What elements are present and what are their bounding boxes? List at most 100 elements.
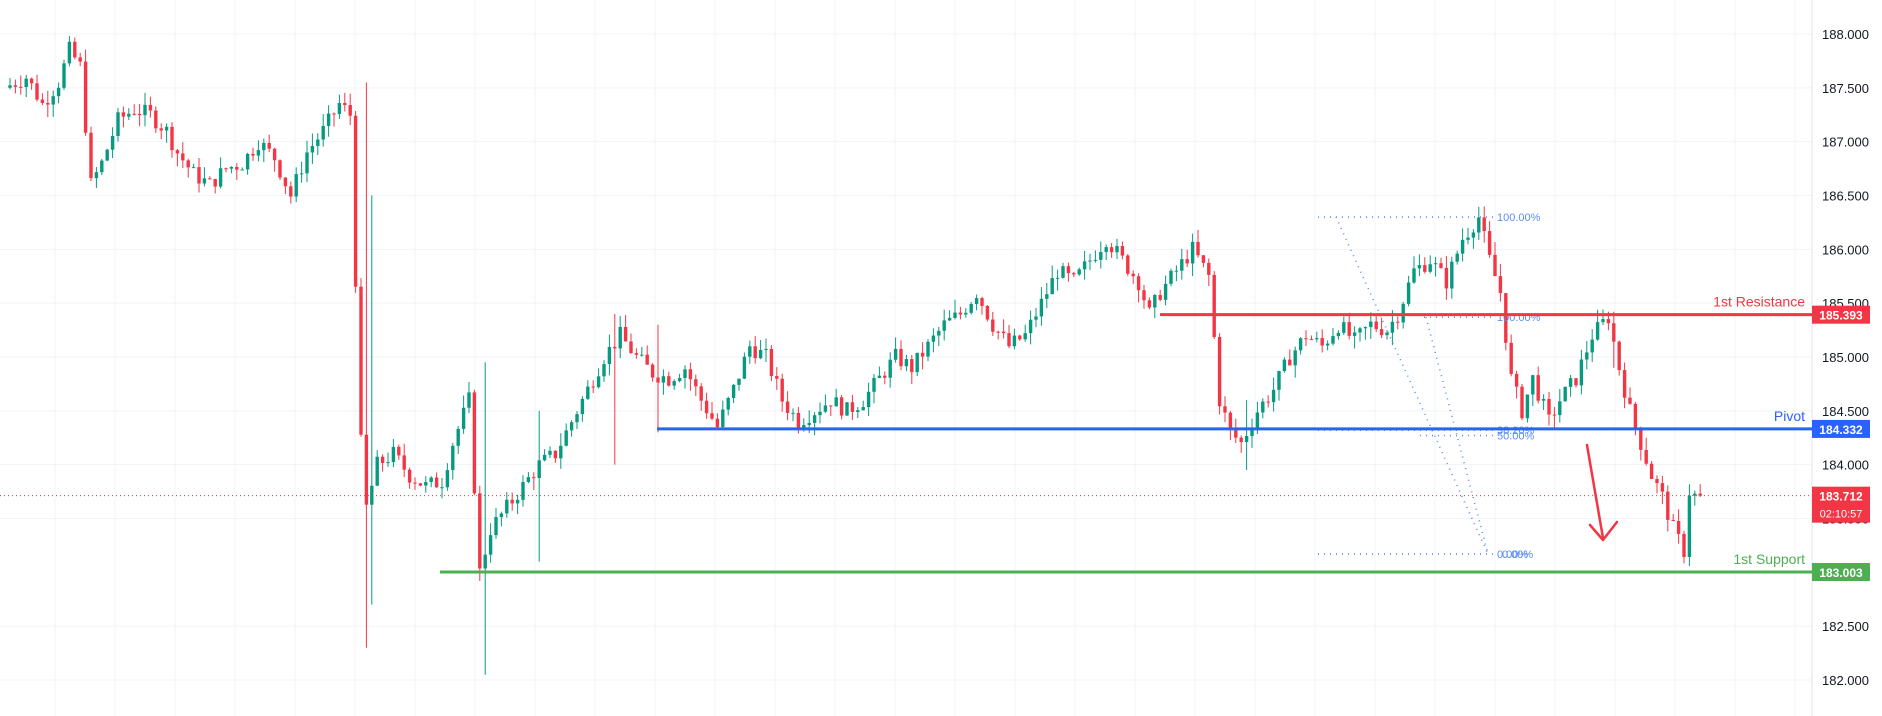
candle-body <box>235 166 239 170</box>
candle-body <box>1228 412 1233 430</box>
candle-body <box>1304 338 1308 340</box>
candle-body <box>278 160 282 178</box>
fib-level-label: 0.00% <box>1502 549 1533 561</box>
candle-body <box>1282 359 1287 372</box>
candle-body <box>89 132 93 179</box>
candle-body <box>1201 255 1206 263</box>
candle-body <box>699 386 703 401</box>
candle-body <box>780 378 784 402</box>
candle-body <box>1374 321 1378 330</box>
candle-body <box>56 87 61 97</box>
candle-body <box>148 104 153 111</box>
y-tick-label: 182.000 <box>1822 673 1869 688</box>
candle-body <box>715 418 720 428</box>
candle-body <box>1687 495 1692 557</box>
candle-body <box>1055 277 1060 279</box>
candle-body <box>1558 401 1562 416</box>
candle-body <box>1682 533 1686 557</box>
candle-body <box>726 397 730 410</box>
candle-body <box>1433 263 1438 265</box>
candle-body <box>1001 331 1006 334</box>
candle-body <box>996 331 1000 333</box>
candle-body <box>67 41 72 64</box>
candle-body <box>1633 403 1638 428</box>
candle-body <box>812 415 817 423</box>
candle-body <box>1028 319 1033 334</box>
candle-body <box>888 359 892 378</box>
candle-body <box>1568 378 1573 387</box>
candle-body <box>1655 478 1659 484</box>
candle-body <box>602 364 606 377</box>
candle-body <box>931 335 936 342</box>
candle-body <box>856 410 860 412</box>
candle-body <box>191 167 196 169</box>
current-price-tag <box>1812 486 1870 523</box>
candle-body <box>1093 259 1098 261</box>
candle-body <box>575 414 579 423</box>
candle-body <box>731 384 736 398</box>
candle-body <box>1158 295 1162 300</box>
candle-body <box>845 402 849 416</box>
candle-body <box>850 402 855 412</box>
candle-body <box>29 78 34 84</box>
candle-body <box>175 150 180 154</box>
candle-body <box>467 392 471 408</box>
candle-body <box>1466 237 1470 240</box>
candle-body <box>1676 520 1681 534</box>
candle-body <box>73 41 77 58</box>
candle-body <box>1077 269 1081 275</box>
candle-body <box>310 145 315 153</box>
candle-body <box>110 136 115 150</box>
candle-body <box>667 376 671 386</box>
candle-body <box>510 499 514 504</box>
candle-body <box>775 376 779 379</box>
candle-body <box>710 413 714 419</box>
candle-body <box>1547 398 1551 415</box>
candle-body <box>515 499 520 504</box>
candle-body <box>802 425 806 429</box>
grid <box>0 0 1813 716</box>
candle-body <box>1012 335 1017 347</box>
candle-body <box>240 169 244 171</box>
candle-body <box>348 105 352 116</box>
candle-body <box>1050 278 1054 295</box>
candle-body <box>197 167 201 184</box>
candle-body <box>1190 241 1195 264</box>
candle-body <box>1595 322 1600 340</box>
candle-body <box>429 477 433 483</box>
candle-body <box>83 61 88 133</box>
arrow-shaft <box>1585 443 1605 540</box>
candle-body <box>1423 265 1427 272</box>
candle-body <box>1477 217 1481 233</box>
candle-body <box>1142 290 1146 301</box>
candle-body <box>1180 259 1184 271</box>
candle-body <box>337 103 342 114</box>
candle-body <box>19 86 23 88</box>
y-tick-label: 187.000 <box>1822 135 1869 150</box>
candle-body <box>456 428 460 446</box>
candle-body <box>769 348 774 377</box>
candle-body <box>1023 333 1027 340</box>
fibonacci-retracements: 100.00%100.00%38.20%50.00%0.00%0.00% <box>1318 212 1541 561</box>
candle-body <box>451 445 455 471</box>
candle-body <box>380 456 385 463</box>
candle-body <box>661 376 666 383</box>
candle-body <box>1207 262 1211 275</box>
candle-body <box>1126 255 1130 274</box>
candle-body <box>13 85 18 87</box>
candle-body <box>1552 414 1557 416</box>
candle-body <box>580 398 585 415</box>
candle-body <box>1628 397 1632 404</box>
candle-body <box>1590 339 1594 353</box>
candle-body <box>942 320 946 331</box>
candle-body <box>926 341 930 357</box>
candle-body <box>478 493 482 569</box>
candle-body <box>1379 329 1384 336</box>
candle-body <box>1239 437 1243 442</box>
candle-body <box>964 312 968 315</box>
candle-body <box>634 353 639 355</box>
candle-body <box>958 312 963 315</box>
candle-body <box>1104 247 1108 253</box>
candle-body <box>1525 394 1530 419</box>
